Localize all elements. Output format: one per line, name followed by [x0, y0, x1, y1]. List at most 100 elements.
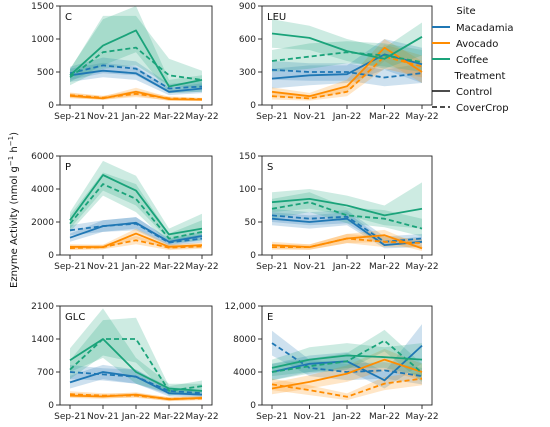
ci-band-glc-coffee-covercrop: [70, 317, 202, 396]
series-line-e-coffee-covercrop: [271, 339, 423, 374]
y-axis-label-mid: h: [9, 146, 20, 156]
legend-treatment-title: Treatment: [454, 71, 506, 82]
x-tick-label-s: Mar-22: [369, 262, 400, 272]
y-tick-label-s: 0: [250, 251, 256, 261]
y-tick-label-e: 12,000: [225, 302, 257, 312]
series-line-leu-macadamia-control: [271, 53, 423, 80]
y-tick-label-leu: 900: [239, 2, 256, 12]
x-tick-label-p: Nov-21: [87, 262, 119, 272]
y-tick-label-e: 0: [250, 401, 256, 411]
ci-band-p-coffee-control: [70, 160, 202, 241]
ci-band-p-coffee-covercrop: [70, 172, 202, 244]
series-line-glc-coffee-control: [69, 338, 203, 392]
x-tick-label-e: Sep-21: [256, 412, 288, 422]
ci-band-s-coffee-covercrop: [272, 192, 422, 237]
legend: Site Macadamia Avocado Coffee Treatment …: [432, 6, 514, 114]
x-tick-label-s: May-22: [405, 262, 438, 272]
x-tick-label-leu: May-22: [405, 112, 438, 122]
x-tick-label-e: Jan-22: [332, 412, 362, 422]
y-tick-label-c: 0: [48, 101, 54, 111]
series-line-c-macadamia-covercrop: [69, 64, 203, 90]
x-tick-label-e: Nov-21: [293, 412, 325, 422]
series-line-s-coffee-control: [271, 197, 423, 217]
y-tick-label-p: 0: [48, 251, 54, 261]
series-line-p-coffee-control: [69, 174, 203, 236]
series-line-leu-coffee-covercrop: [271, 51, 423, 63]
ci-band-glc-macadamia-control: [70, 364, 202, 398]
x-tick-label-leu: Jan-22: [332, 112, 362, 122]
x-tick-label-e: Mar-22: [369, 412, 400, 422]
x-tick-label-e: May-22: [405, 412, 438, 422]
legend-label-avocado: Avocado: [456, 39, 498, 50]
x-tick-label-c: May-22: [185, 112, 218, 122]
y-tick-label-s: 100: [239, 185, 256, 195]
series-line-s-coffee-covercrop: [271, 201, 423, 230]
series-line-c-avocado-control: [69, 90, 203, 101]
panel-title-glc: GLC: [65, 312, 85, 323]
panel-leu: 0 300 600 900 Sep-21 Nov-21 Jan-22 Mar-22 May-22…: [239, 2, 439, 122]
panel-title-c: C: [65, 12, 72, 23]
series-line-s-macadamia-control: [271, 217, 423, 247]
ci-band-c-coffee-control: [70, 6, 202, 94]
y-tick-label-glc: 2100: [31, 302, 54, 312]
panel-title-p: P: [65, 162, 71, 173]
series-line-s-macadamia-covercrop: [271, 214, 423, 243]
y-tick-label-glc: 700: [37, 368, 54, 378]
series-line-c-coffee-control: [69, 29, 203, 88]
series-line-glc-avocado-control: [69, 393, 203, 401]
series-line-s-avocado-covercrop: [272, 237, 423, 249]
series-line-e-macadamia-covercrop: [271, 342, 423, 377]
series-line-c-macadamia-control: [69, 69, 203, 93]
legend-label-macadamia: Macadamia: [456, 23, 514, 34]
ci-band-c-macadamia-covercrop: [70, 57, 202, 94]
y-tick-label-p: 6000: [31, 152, 54, 162]
series-line-p-avocado-control: [69, 232, 203, 249]
series-line-leu-avocado-control: [271, 46, 423, 98]
x-tick-label-p: May-22: [185, 262, 218, 272]
series-line-p-macadamia-covercrop: [69, 222, 203, 244]
ci-band-glc-coffee-control: [70, 308, 202, 396]
y-axis-label-end: ): [9, 132, 20, 136]
series-line-c-avocado-covercrop: [69, 92, 203, 100]
x-tick-label-leu: Nov-21: [293, 112, 325, 122]
y-tick-label-leu: 0: [250, 101, 256, 111]
series-line-p-coffee-covercrop: [69, 183, 203, 240]
panel-title-e: E: [267, 312, 273, 323]
series-line-leu-avocado-covercrop: [271, 55, 423, 100]
panel-e: 0 4000 8000 12,000 Sep-21 Nov-21 Jan-22 Mar-22 M…: [225, 302, 439, 422]
x-tick-label-s: Sep-21: [256, 262, 288, 272]
y-tick-label-p: 4000: [31, 185, 54, 195]
ci-band-e-avocado-covercrop: [272, 372, 422, 401]
y-tick-label-e: 8000: [233, 335, 256, 345]
x-tick-label-glc: Mar-22: [153, 412, 184, 422]
y-axis-label-sup2: −1: [7, 136, 15, 146]
panel-s: 0 50 100 150 Sep-21 Nov-21 Jan-22 Mar-22 May-22 S: [239, 152, 439, 272]
legend-label-control: Control: [456, 87, 492, 98]
x-tick-label-p: Mar-22: [153, 262, 184, 272]
series-line-leu-coffee-control: [271, 32, 423, 60]
series-line-glc-macadamia-covercrop: [69, 371, 203, 395]
series-line-leu-macadamia-covercrop: [271, 68, 423, 79]
y-tick-label-c: 1000: [31, 35, 54, 45]
panel-title-s: S: [267, 162, 273, 173]
x-tick-label-c: Nov-21: [87, 112, 119, 122]
x-tick-label-glc: Sep-21: [54, 412, 86, 422]
y-tick-label-s: 150: [239, 152, 256, 162]
panel-p: 0 2000 4000 6000 Sep-21 Nov-21 Jan-22 Mar-22 May…: [31, 152, 218, 272]
y-axis-label-main: Eznyme Activity (nmol g: [9, 166, 20, 288]
series-line-e-avocado-control: [271, 358, 423, 390]
series-line-e-avocado-covercrop: [271, 377, 423, 398]
series-line-p-avocado-covercrop: [69, 239, 203, 249]
y-axis-label-sup1: −1: [7, 156, 15, 166]
y-tick-label-c: 500: [37, 68, 54, 78]
y-tick-label-c: 1500: [31, 2, 54, 12]
legend-label-covercrop: CoverCrop: [456, 103, 509, 114]
ci-band-c-coffee-covercrop: [70, 15, 202, 89]
series-line-e-coffee-control: [271, 354, 423, 369]
x-tick-label-p: Jan-22: [121, 262, 151, 272]
series-line-glc-avocado-covercrop: [69, 393, 203, 400]
panel-title-leu: LEU: [267, 12, 286, 23]
y-axis-label: Eznyme Activity (nmol g−1 h−1): [7, 132, 20, 288]
